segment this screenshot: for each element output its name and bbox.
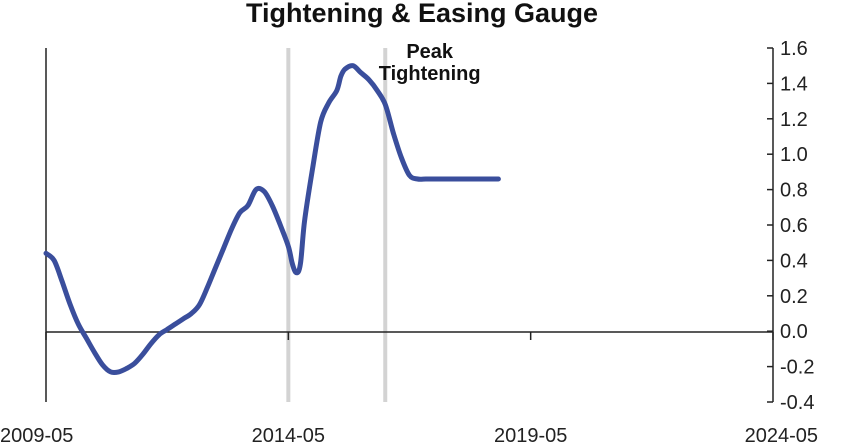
y-tick-label: 0.6 <box>780 215 808 237</box>
x-tick-label: 2024-05 <box>745 425 818 444</box>
y-tick-label: 1.2 <box>780 109 808 131</box>
y-tick-label: -0.4 <box>780 392 814 414</box>
series-line <box>43 63 501 376</box>
x-tick-label: 2009-05 <box>0 425 73 444</box>
y-tick-label: 0.4 <box>780 250 808 272</box>
x-tick-label: 2014-05 <box>252 425 325 444</box>
y-tick-label: 0.2 <box>780 286 808 308</box>
axes <box>45 48 774 402</box>
y-tick-label: 1.4 <box>780 73 808 95</box>
y-tick-label: -0.2 <box>780 357 814 379</box>
y-tick-label: 1.6 <box>780 38 808 60</box>
y-ticks: 1.6 1.4 1.2 1.0 0.8 0.6 0.4 0.2 0.0 -0.2 -0.4 <box>767 38 814 414</box>
chart-title: Tightening & Easing Gauge <box>246 0 598 28</box>
y-tick-label: 1.0 <box>780 144 808 166</box>
x-tick-label: 2019-05 <box>494 425 567 444</box>
annotation-line-1: Peak <box>406 41 454 63</box>
x-ticks: 2009-05 2014-05 2019-05 2024-05 <box>0 332 818 444</box>
y-tick-label: 0.0 <box>780 321 808 343</box>
y-tick-label: 0.8 <box>780 180 808 202</box>
annotation-line-2: Tightening <box>379 63 481 85</box>
